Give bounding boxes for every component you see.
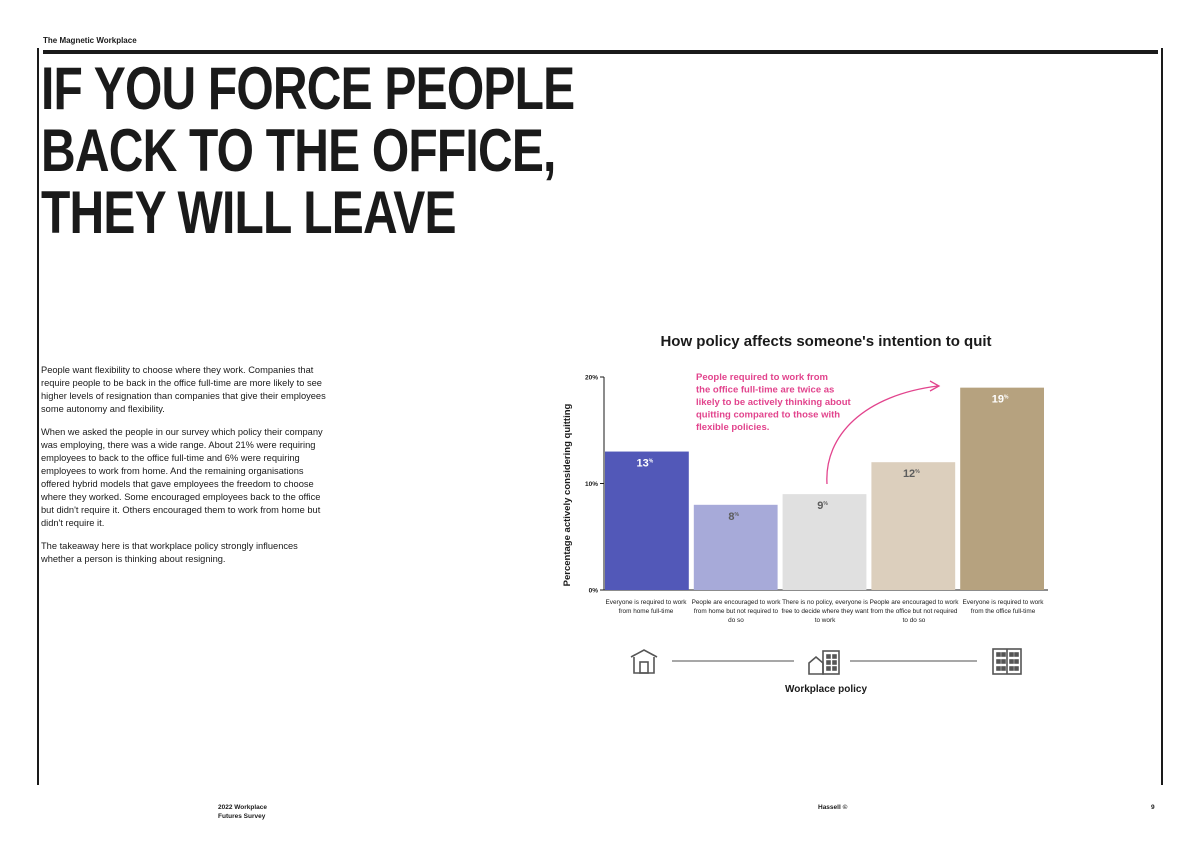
y-tick-label: 20%	[585, 375, 598, 382]
category-label: There is no policy, everyone is free to …	[781, 599, 869, 624]
bar-value-label: 9%	[817, 500, 828, 512]
bar	[605, 451, 689, 590]
y-axis-label: Percentage actively considering quitting	[562, 403, 573, 586]
left-border	[37, 48, 39, 785]
bar	[782, 494, 867, 590]
right-border	[1161, 48, 1163, 785]
bar	[871, 462, 956, 590]
bar	[960, 387, 1044, 590]
bar-value-label: 8%	[728, 511, 739, 523]
headline-line-1: IF YOU FORCE PEOPLE	[41, 55, 575, 122]
axis-icons	[630, 648, 1022, 675]
category-label: People are encouraged to work from home …	[691, 599, 781, 624]
annotation-arrowhead	[929, 380, 941, 392]
body-text: People want flexibility to choose where …	[41, 364, 331, 576]
category-label: Everyone is required to work from the of…	[962, 599, 1044, 615]
body-paragraph: When we asked the people in our survey w…	[41, 427, 323, 528]
x-axis-label: Workplace policy	[784, 684, 868, 695]
chart-annotation: People required to work from the office f…	[696, 372, 852, 433]
publication-kicker: The Magnetic Workplace	[43, 36, 137, 45]
body-paragraph: People want flexibility to choose where …	[41, 365, 326, 414]
footer-survey-line: 2022 Workplace	[218, 804, 268, 811]
house-icon	[630, 649, 658, 674]
y-tick-label: 0%	[589, 588, 599, 595]
category-label: People are encouraged to work from the o…	[869, 599, 959, 624]
footer-survey-name: 2022 Workplace Futures Survey	[218, 803, 267, 821]
mixed-building-icon	[808, 650, 840, 675]
annotation-arrow	[826, 385, 939, 485]
body-paragraph: The takeaway here is that workplace poli…	[41, 541, 298, 564]
category-label: Everyone is required to work from home f…	[605, 599, 687, 615]
bar	[693, 504, 778, 590]
bar-chart: Percentage actively considering quitting…	[562, 372, 1048, 595]
chart-title: How policy affects someone's intention t…	[660, 333, 992, 350]
header-rule	[43, 50, 1158, 54]
footer-survey-line: Futures Survey	[218, 813, 266, 820]
office-building-icon	[992, 648, 1022, 675]
footer-copyright: Hassell ©	[818, 804, 848, 811]
headline-line-3: THEY WILL LEAVE	[41, 179, 457, 246]
y-tick-label: 10%	[585, 481, 598, 488]
page-headline: IF YOU FORCE PEOPLE BACK TO THE OFFICE, …	[41, 55, 575, 246]
page-number: 9	[1151, 804, 1155, 811]
headline-line-2: BACK TO THE OFFICE,	[41, 117, 556, 184]
